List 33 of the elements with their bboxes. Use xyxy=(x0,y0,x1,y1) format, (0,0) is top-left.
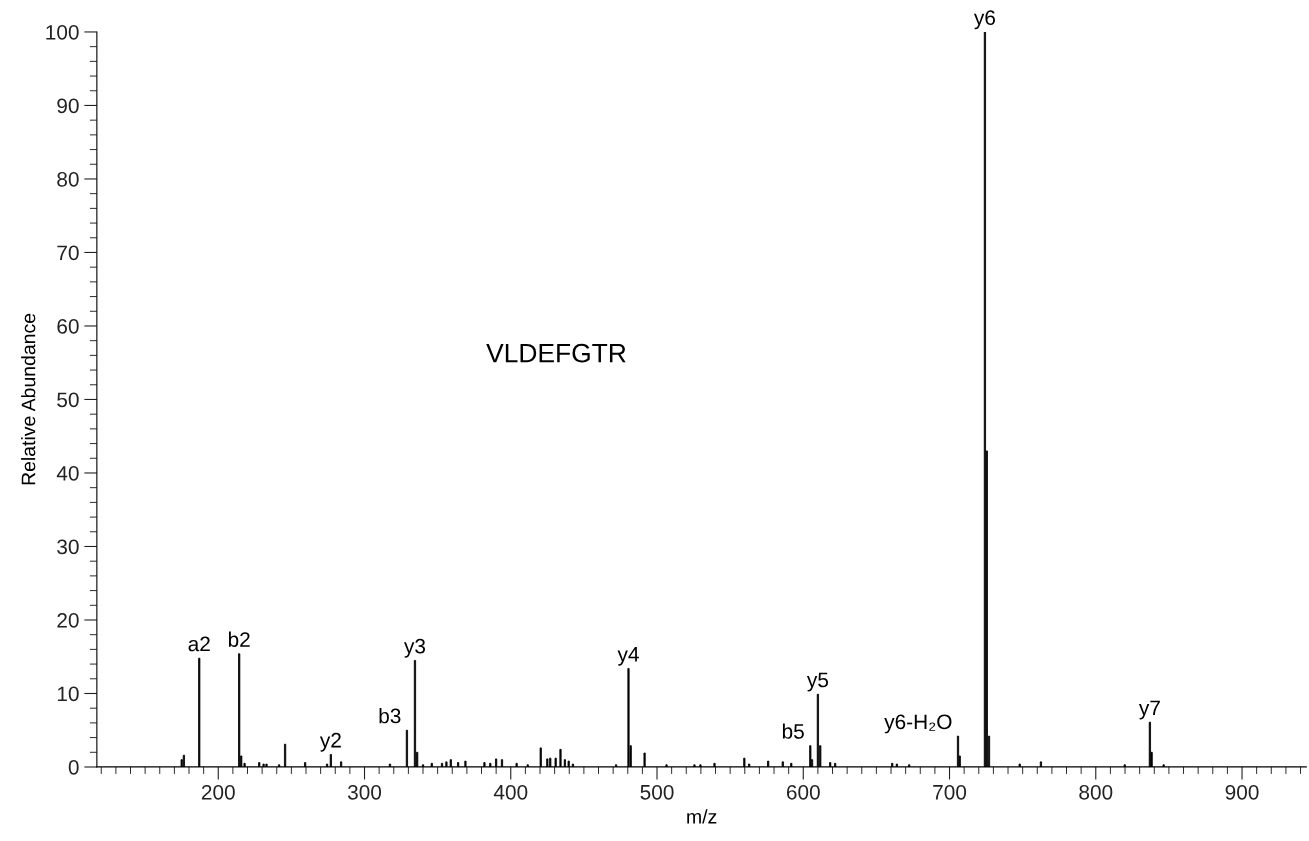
y-tick-label: 90 xyxy=(57,98,79,114)
y-tick-label: 20 xyxy=(57,612,79,628)
y-axis-title: Relative Abundance xyxy=(21,313,36,485)
x-tick-label: 500 xyxy=(640,784,674,800)
x-tick-label: 800 xyxy=(1079,784,1113,800)
y-tick-label: 70 xyxy=(57,245,79,261)
annotation: y4 xyxy=(617,647,639,666)
x-tick-label: 300 xyxy=(347,784,382,800)
annotation: y6-H₂O xyxy=(884,714,952,734)
y-tick-label: 40 xyxy=(56,465,79,481)
x-tick-label: 600 xyxy=(786,784,820,800)
y-tick-label: 10 xyxy=(57,686,79,702)
annotation: y5 xyxy=(806,672,829,692)
y-tick-label: 50 xyxy=(57,392,79,408)
annotation: y7 xyxy=(1138,700,1160,720)
x-tick-label: 200 xyxy=(201,784,235,800)
annotation: a2 xyxy=(188,636,210,652)
y-tick-label: 30 xyxy=(57,539,79,555)
annotation: b5 xyxy=(782,723,804,739)
annotation: b2 xyxy=(228,631,250,647)
y-tick-label: 0 xyxy=(68,759,79,775)
annotation: y2 xyxy=(319,732,341,752)
x-tick-label: 900 xyxy=(1225,784,1259,800)
y-tick-label: 80 xyxy=(57,171,79,187)
annotation: y3 xyxy=(404,638,426,658)
x-axis-title: m/z xyxy=(687,809,717,824)
annotation: b3 xyxy=(379,708,401,724)
x-tick-label: 400 xyxy=(493,784,528,800)
y-tick-label: 100 xyxy=(46,24,79,40)
y-tick-label: 60 xyxy=(57,318,79,334)
annotation: VLDEFGTR xyxy=(486,343,626,363)
x-tick-label: 700 xyxy=(933,784,967,800)
annotation: y6 xyxy=(973,10,995,30)
